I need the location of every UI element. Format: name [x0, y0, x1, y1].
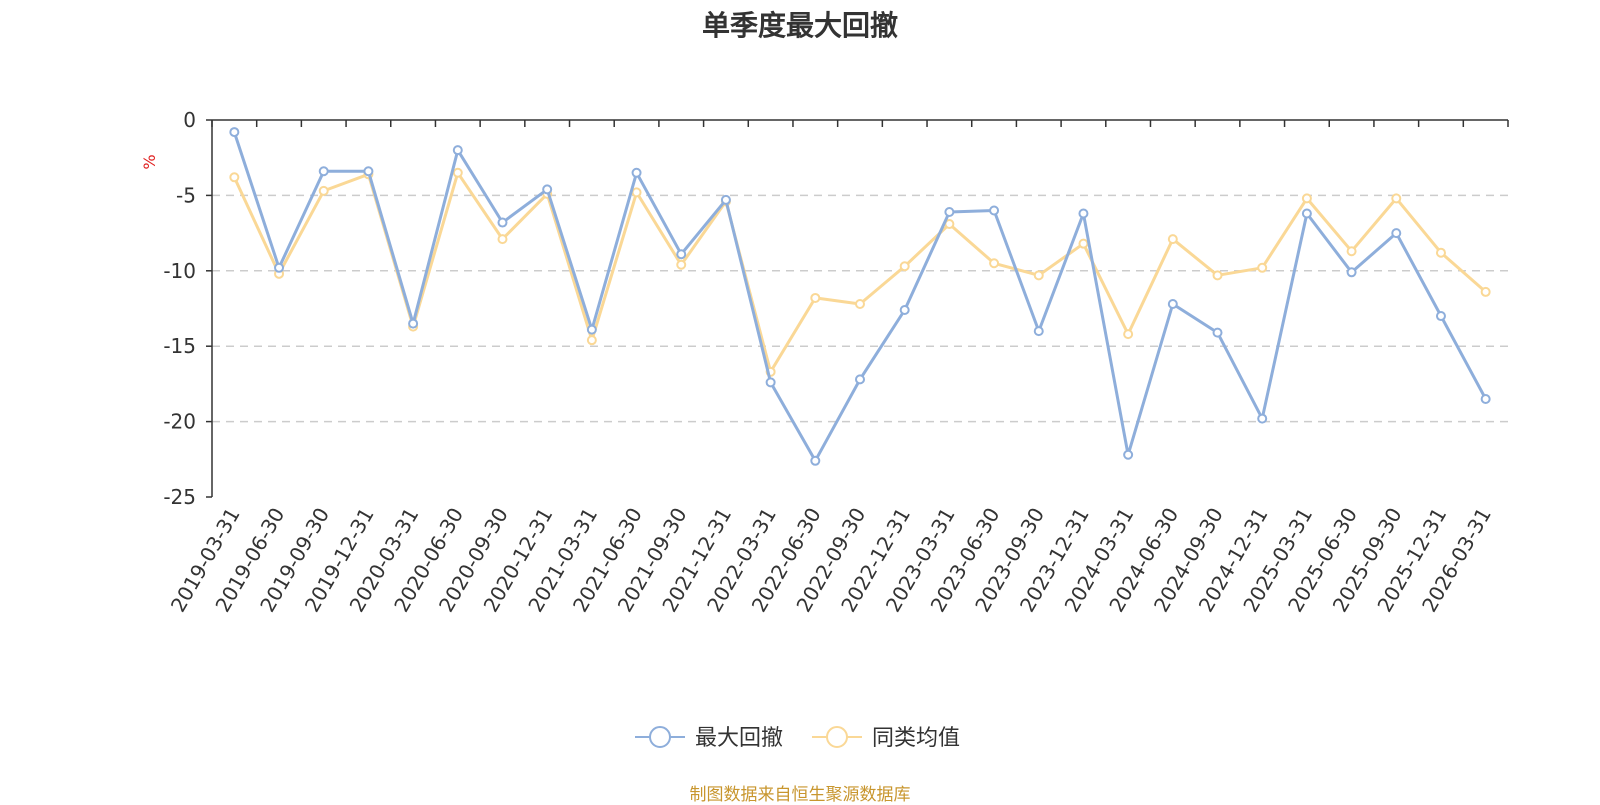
data-point[interactable]	[989, 258, 1000, 269]
y-axis-unit-label: %	[140, 154, 159, 169]
data-point[interactable]	[676, 259, 687, 270]
series-group	[229, 127, 1491, 466]
legend[interactable]: 最大回撤 同类均值	[635, 726, 960, 751]
data-point[interactable]	[1480, 393, 1491, 404]
data-point[interactable]	[1391, 193, 1402, 204]
data-point[interactable]	[1346, 267, 1357, 278]
y-tick-label: -5	[176, 183, 196, 207]
data-point[interactable]	[810, 455, 821, 466]
data-point[interactable]	[542, 184, 553, 195]
data-point[interactable]	[1167, 234, 1178, 245]
axes: 0-5-10-15-20-252019-03-312019-06-302019-…	[163, 108, 1509, 616]
legend-label-1: 最大回撤	[695, 726, 783, 751]
y-tick-label: -10	[163, 259, 196, 283]
data-point[interactable]	[229, 127, 240, 138]
data-point[interactable]	[497, 234, 508, 245]
data-point[interactable]	[1257, 413, 1268, 424]
data-point[interactable]	[1212, 270, 1223, 281]
legend-marker-2	[826, 726, 848, 748]
data-point[interactable]	[1123, 329, 1134, 340]
data-point[interactable]	[1435, 311, 1446, 322]
data-point[interactable]	[363, 166, 374, 177]
legend-marker-1	[649, 726, 671, 748]
data-point[interactable]	[855, 298, 865, 309]
data-point[interactable]	[765, 377, 776, 388]
data-point[interactable]	[944, 206, 955, 217]
data-point[interactable]	[1435, 247, 1446, 258]
data-point[interactable]	[1301, 208, 1312, 219]
data-point[interactable]	[631, 167, 642, 178]
data-point[interactable]	[1078, 238, 1089, 249]
data-point[interactable]	[1212, 327, 1223, 338]
data-point[interactable]	[1033, 326, 1044, 337]
data-point[interactable]	[318, 166, 329, 177]
data-point[interactable]	[274, 262, 285, 273]
data-point[interactable]	[1167, 298, 1178, 309]
y-tick-label: -20	[163, 410, 196, 434]
y-tick-label: -15	[163, 334, 196, 358]
data-point[interactable]	[452, 167, 463, 178]
data-point[interactable]	[631, 187, 642, 198]
series-line-2	[232, 171, 1487, 374]
data-point[interactable]	[1123, 449, 1134, 460]
data-point[interactable]	[1257, 262, 1268, 273]
data-point[interactable]	[1391, 228, 1402, 239]
data-point[interactable]	[676, 249, 687, 260]
data-point[interactable]	[1033, 270, 1044, 281]
data-point[interactable]	[1346, 246, 1357, 257]
data-point[interactable]	[989, 205, 1000, 216]
data-point[interactable]	[1301, 193, 1312, 204]
data-point[interactable]	[855, 374, 865, 385]
data-point[interactable]	[899, 261, 910, 272]
y-tick-label: -25	[163, 485, 196, 509]
data-source-note: 制图数据来自恒生聚源数据库	[689, 785, 911, 805]
data-point[interactable]	[318, 185, 329, 196]
data-point[interactable]	[1078, 208, 1089, 219]
chart-title: 单季度最大回撤	[701, 9, 898, 42]
legend-label-2: 同类均值	[872, 726, 960, 751]
data-point[interactable]	[408, 318, 419, 329]
data-point[interactable]	[229, 172, 240, 183]
data-point[interactable]	[452, 145, 463, 156]
data-point[interactable]	[720, 194, 731, 205]
data-point[interactable]	[497, 217, 508, 228]
data-point[interactable]	[899, 305, 910, 316]
y-tick-label: 0	[183, 108, 196, 132]
data-point[interactable]	[586, 324, 597, 335]
data-point[interactable]	[1480, 286, 1491, 297]
data-point[interactable]	[586, 335, 597, 346]
data-point[interactable]	[810, 292, 821, 303]
